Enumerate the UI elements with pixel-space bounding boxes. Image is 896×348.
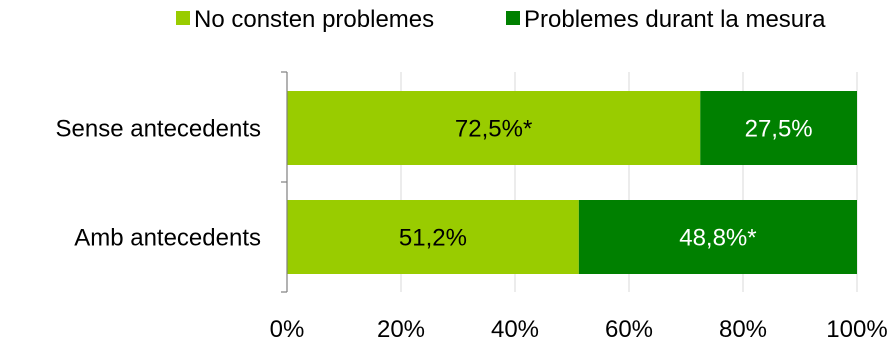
x-tick-label: 100% [826,316,887,343]
data-label: 27,5% [745,115,813,142]
legend-label: No consten problemes [194,6,434,33]
bar-segment [287,200,579,274]
x-tick-label: 20% [377,316,425,343]
data-label: 48,8%* [679,224,756,251]
x-tick-label: 60% [605,316,653,343]
legend-swatch [506,11,520,25]
axes: Sense antecedents Amb antecedents 0% 20% 40%… [56,71,888,343]
legend-swatch [176,11,190,25]
bar-segment [578,200,857,274]
bar-segment [287,91,701,165]
category-label: Sense antecedents [56,115,262,142]
category-label: Amb antecedents [74,224,261,251]
legend-label: Problemes durant la mesura [524,6,826,33]
data-label: 51,2% [399,224,467,251]
legend: No consten problemes Problemes durant la … [176,6,826,33]
bars: 72,5%* 27,5% 51,2% 48,8%* [287,91,857,274]
x-tick-label: 0% [270,316,305,343]
x-tick-label: 80% [719,316,767,343]
x-tick-label: 40% [491,316,539,343]
bar-segment [700,91,857,165]
data-label: 72,5%* [455,115,532,142]
